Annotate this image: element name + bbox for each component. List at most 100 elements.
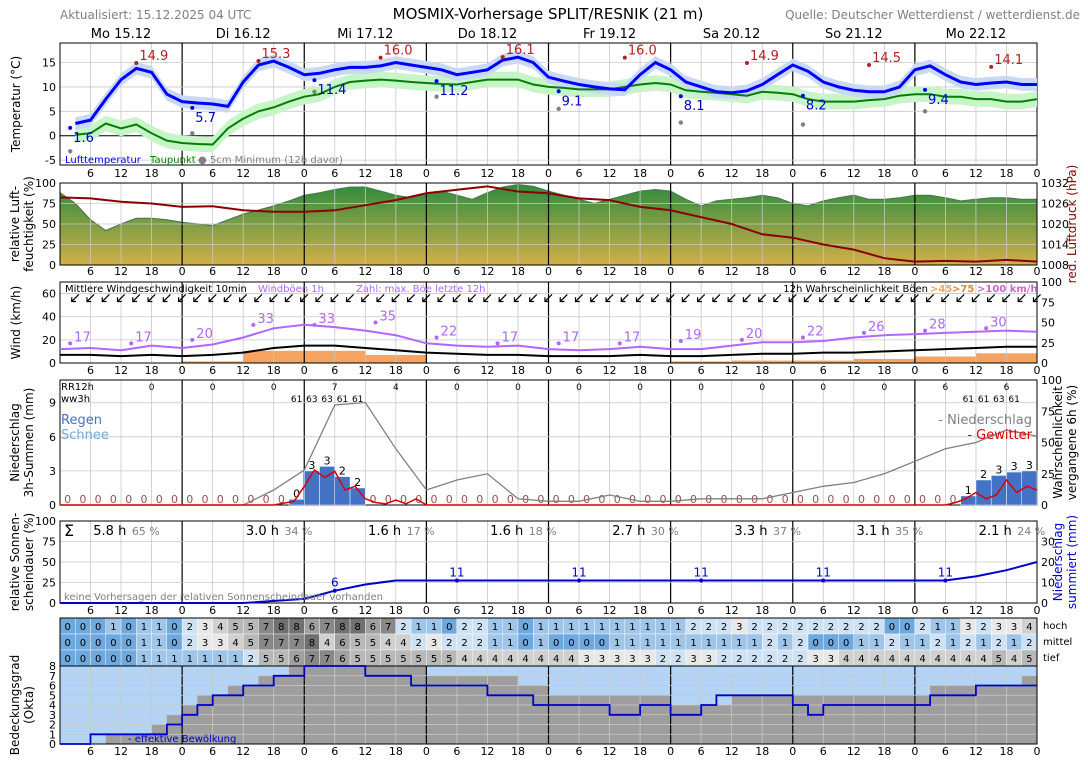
wind-arrow-head [345, 297, 351, 303]
cloud-cover-bar [914, 695, 931, 744]
cloud-layer-value: 1 [141, 654, 147, 665]
legend-gt100: >100 km/h [977, 284, 1038, 295]
pressure-line [59, 185, 1038, 263]
prec-ytick: 0 [49, 499, 56, 512]
gust-max-point [373, 320, 378, 325]
hour-tick-label: 12 [358, 364, 372, 377]
max-point [378, 55, 383, 60]
sunshine-percent: 18 % [529, 525, 557, 538]
hour-tick-label: 0 [789, 364, 796, 377]
wind-arrow-shaft [422, 294, 431, 302]
wind-y2tick: 25 [1041, 337, 1055, 350]
cloud-layer-value: 5 [248, 638, 254, 649]
precip-zero-label: 0 [156, 493, 163, 506]
wind-arrow [498, 294, 507, 303]
wind-arrow-shaft [880, 294, 889, 302]
cloud-layer-value: 1 [858, 638, 864, 649]
wind-arrow-shaft [804, 294, 812, 302]
wind-arrow-shaft [1002, 294, 1011, 302]
hour-tick-label: 18 [633, 167, 647, 180]
cloud-layer-value: 3 [1011, 622, 1017, 633]
hour-tick-label: 12 [725, 167, 739, 180]
cloud-layer-value: 6 [293, 654, 299, 665]
hour-tick-label: 0 [911, 265, 918, 278]
cloud-layer-value: 1 [675, 638, 681, 649]
prec-ytick: 6 [49, 431, 56, 444]
gust-max-point [678, 339, 683, 344]
wind-arrow-head [208, 297, 214, 303]
gust-max-point [800, 335, 805, 340]
wind-arrow [574, 294, 583, 303]
cloud-layer-value: 2 [1026, 638, 1032, 649]
sunshine-percent: 30 % [651, 525, 679, 538]
wind-arrow-head [223, 297, 229, 303]
cumulative-label: 11 [571, 565, 586, 579]
wind-arrow-head [254, 297, 260, 303]
day-label: Fr 19.12 [583, 27, 636, 42]
min-point [190, 105, 195, 110]
wind-arrow-shaft [330, 294, 339, 302]
wind-arrow [742, 294, 751, 303]
cloud-layer-value: 2 [965, 638, 971, 649]
cloud-layer-value: 0 [64, 638, 70, 649]
cloud-layer-value: 1 [690, 638, 696, 649]
hour-tick-label: 6 [942, 745, 949, 758]
legend-gust-max: Zahl: max. Böe letzte 12h [356, 284, 486, 295]
cloud-cover-bar [624, 695, 641, 744]
cloud-layer-value: 1 [660, 638, 666, 649]
wind-arrow-head [147, 297, 153, 303]
wind-arrow-head [1002, 297, 1008, 303]
hour-tick-label: 0 [301, 265, 308, 278]
cloud-layer-value: 1 [904, 638, 910, 649]
wind-arrow [849, 294, 858, 303]
cloud-layer-value: 4 [1026, 622, 1032, 633]
cloud-layer-value: 6 [339, 654, 345, 665]
wind-arrow-shaft [605, 294, 614, 302]
cloud-layer-value: 2 [767, 622, 773, 633]
wind-line [60, 344, 1037, 358]
hour-tick-label: 18 [633, 364, 647, 377]
gust-max-label: 20 [746, 327, 763, 342]
wind-arrow-shaft [910, 294, 919, 302]
hour-tick-label: 0 [179, 167, 186, 180]
sunshine-hours: 3.3 h [734, 524, 767, 539]
cumulative-point [943, 578, 948, 583]
cloud-layer-value: 4 [553, 654, 559, 665]
wind-arrow-head [330, 297, 336, 303]
cloud-layer-value: 7 [263, 622, 269, 633]
wind-arrow [71, 294, 80, 303]
wind-arrow-head [666, 297, 672, 303]
wind-arrow-shaft [1017, 294, 1026, 302]
cloud-layer-row-label: mittel [1043, 637, 1072, 648]
sun-y2tick: 0 [1041, 597, 1048, 610]
ground-min-point [800, 122, 806, 127]
wind-arrow-shaft [391, 294, 400, 302]
hour-tick-label: 0 [423, 745, 430, 758]
wind-arrow-shaft [834, 294, 843, 302]
thunder-probability-line [60, 468, 1038, 506]
wind-arrow-head [422, 297, 428, 303]
rr12h-value: 0 [881, 383, 887, 393]
wind-arrow [361, 294, 370, 303]
wind-arrow [971, 294, 980, 303]
hour-tick-label: 12 [236, 265, 250, 278]
hour-tick-label: 18 [267, 745, 281, 758]
wind-arrow [651, 294, 660, 303]
cc-ytick: 7 [49, 670, 56, 683]
cloud-layer-value: 4 [232, 638, 238, 649]
wind-arrow [788, 294, 797, 303]
wind-arrow-head [590, 297, 596, 303]
hour-tick-label: 12 [114, 265, 128, 278]
wind-arrow-head [513, 297, 519, 303]
hum-ylabel: relative Luft- [8, 186, 22, 262]
hour-tick-label: 12 [480, 745, 494, 758]
wind-arrow-head [483, 297, 489, 303]
cloud-cover-bar [838, 695, 855, 744]
wind-arrow-shaft [926, 294, 935, 302]
temperature-line [74, 55, 1037, 125]
sun-ylabel: relative Sonnen- [8, 513, 22, 612]
hour-tick-label: 12 [603, 604, 617, 617]
hour-tick-label: 18 [999, 745, 1013, 758]
hour-tick-label: 18 [511, 364, 525, 377]
wind-arrow-shaft [620, 294, 629, 302]
